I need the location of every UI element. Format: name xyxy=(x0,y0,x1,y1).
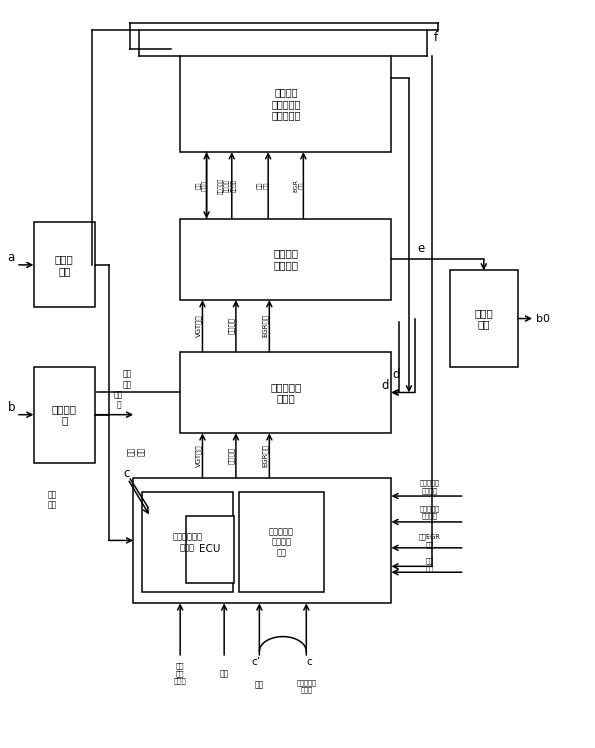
Text: 上层轨迹优化
控制器: 上层轨迹优化 控制器 xyxy=(173,533,202,552)
Text: 驾驶员
模型: 驾驶员 模型 xyxy=(55,254,74,276)
Bar xyxy=(33,367,95,463)
Text: b: b xyxy=(8,401,15,414)
Text: c’: c’ xyxy=(252,657,261,667)
Text: d: d xyxy=(382,378,389,392)
Text: ECU: ECU xyxy=(199,545,221,554)
Text: 气路最优控
制对象: 气路最优控 制对象 xyxy=(270,381,302,403)
Text: 喷油
量信号: 喷油 量信号 xyxy=(196,180,208,191)
Text: 气路系统
状态估计器
及状态预测: 气路系统 状态估计器 及状态预测 xyxy=(271,88,300,120)
Text: 响应
信号: 响应 信号 xyxy=(123,370,132,389)
Bar xyxy=(239,492,324,592)
Text: 响应
功率: 响应 功率 xyxy=(425,558,434,572)
Bar xyxy=(33,222,95,307)
Text: 执行机构
控制单元: 执行机构 控制单元 xyxy=(273,248,298,270)
Text: 气路传
感器: 气路传 感器 xyxy=(474,307,493,329)
Text: 转速: 转速 xyxy=(255,680,264,689)
Bar xyxy=(180,352,392,433)
Text: c: c xyxy=(123,468,129,480)
Text: 基于能量的
气路优化
控制: 基于能量的 气路优化 控制 xyxy=(269,527,294,557)
Text: 瞬态与气强
度期望值: 瞬态与气强 度期望值 xyxy=(419,505,440,519)
Text: 喷油
量: 喷油 量 xyxy=(114,390,123,410)
Text: 响应
信号: 响应 信号 xyxy=(127,447,146,456)
Text: EGR开度: EGR开度 xyxy=(262,314,268,337)
Text: 电机扭矩: 电机扭矩 xyxy=(228,317,235,334)
Text: VGT开度: VGT开度 xyxy=(195,444,202,467)
Text: 油量: 油量 xyxy=(220,669,229,678)
Bar xyxy=(180,56,392,152)
Text: b0: b0 xyxy=(536,313,550,324)
Text: 增压器转速
可变截面
开度反馈: 增压器转速 可变截面 开度反馈 xyxy=(218,177,236,194)
Text: 电机
电流: 电机 电流 xyxy=(258,182,270,189)
Bar xyxy=(133,477,392,604)
Text: 测量
转矩: 测量 转矩 xyxy=(48,490,57,509)
Text: 稳态与气强
度期望值: 稳态与气强 度期望值 xyxy=(419,479,440,494)
Text: f: f xyxy=(433,31,437,44)
Bar xyxy=(186,516,234,583)
Text: 电机扭矩: 电机扭矩 xyxy=(228,447,235,464)
Text: e: e xyxy=(417,242,424,255)
Bar xyxy=(450,271,518,367)
Text: 期望
转速
回转速: 期望 转速 回转速 xyxy=(174,663,187,684)
Text: 发动机转速
传感器: 发动机转速 传感器 xyxy=(296,679,317,693)
Text: c: c xyxy=(306,657,312,667)
Text: d: d xyxy=(392,367,400,381)
Text: EGR开度: EGR开度 xyxy=(262,444,268,467)
Text: 油路控制
器: 油路控制 器 xyxy=(52,404,77,426)
Text: VGT开度: VGT开度 xyxy=(195,315,202,337)
Text: EGR
开度: EGR 开度 xyxy=(293,179,305,192)
Text: a: a xyxy=(8,251,15,264)
Bar xyxy=(180,218,392,300)
Bar xyxy=(142,492,233,592)
Text: 期望EGR
流量: 期望EGR 流量 xyxy=(418,533,440,548)
